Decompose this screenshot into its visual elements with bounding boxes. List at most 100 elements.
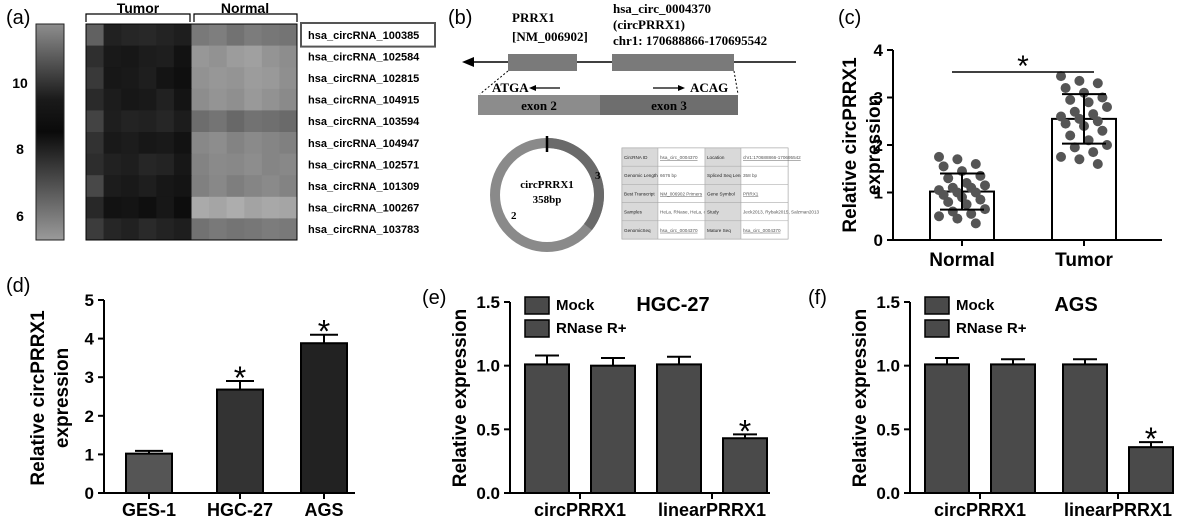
y-axis-label: Relative circPRRX1 expression [840,57,885,233]
circ-location: chr1: 170688866-170695542 [613,33,767,48]
heatmap-cell [226,132,245,155]
x-tick-label: Normal [929,250,994,271]
heatmap-cell [103,45,122,68]
data-point [943,173,954,184]
table-cell-text: Mature Seq [707,228,731,233]
heatmap-cell [209,88,228,111]
heatmap-row-label: hsa_circRNA_102815 [308,73,419,85]
heatmap-cell [244,24,263,47]
heatmap-cell [86,110,105,133]
heatmap-cell [103,132,122,155]
heatmap-cell [86,88,105,111]
heatmap-cell [226,24,245,47]
panel-f-label: (f) [808,287,827,309]
heatmap-cell [156,110,175,133]
heatmap-cell [103,175,122,198]
y-axis-label: Relative expression [850,309,871,487]
heatmap-row-label: hsa_circRNA_100267 [308,203,419,215]
heatmap-cell [138,24,157,47]
significance-star: * [318,314,330,350]
bar [990,363,1036,495]
data-point [1088,147,1099,158]
table-cell-text: PRRX1 [743,191,759,196]
heatmap-cell [261,175,280,198]
heatmap-cell [279,218,298,241]
x-tick-label: circPRRX1 [534,500,626,519]
data-point [970,159,981,169]
x-tick-label: linearPRRX1 [1064,500,1172,519]
x-tick-label: linearPRRX1 [658,500,766,519]
heatmap-cell [209,175,228,198]
panel-b-label: (b) [448,7,472,29]
heatmap-cell [279,196,298,219]
y-tick-label: 0.0 [876,484,900,503]
data-point [1065,130,1076,141]
y-axis-label-line: Relative circPRRX1 [840,57,861,233]
y-tick-label: 1 [85,445,94,464]
heatmap-row-label: hsa_circRNA_103783 [308,224,419,236]
heatmap-cell [103,218,122,241]
y-tick-label: 1.5 [476,293,500,312]
heatmap-cell [103,24,122,47]
heatmap-cell [261,196,280,219]
significance-star: * [739,413,751,449]
y-tick-label: 1.5 [876,293,900,312]
heatmap-cell [138,110,157,133]
heatmap-cell [173,88,192,111]
arrow-right-icon [678,85,685,91]
legend-swatch [524,319,550,338]
normal-group-label: Normal [221,0,269,16]
heatmap-cell [279,132,298,155]
x-tick-label: GES-1 [122,500,176,519]
heatmap-cell [86,218,105,241]
heatmap-cell [191,218,210,241]
arrow-left-icon [462,57,474,67]
y-tick-label: 3 [874,89,883,108]
heatmap-cell [121,45,140,68]
heatmap-cell [226,153,245,176]
table-cell-text: GenomicSeq [624,228,651,233]
circle-mark-2: 2 [511,210,517,222]
heatmap-cell [121,218,140,241]
colorbar-tick: 6 [16,208,24,224]
legend-label: RNase R+ [556,320,627,337]
panel-d-label: (d) [6,275,30,297]
circrna-info-table: CircRNA ID hsa_circ_0004370 Location chr1:1… [621,147,820,240]
heatmap-cell [226,88,245,111]
heatmap-cell [261,153,280,176]
panel-c-label: (c) [838,7,861,29]
heatmap-cell [138,67,157,90]
heatmap-cell [226,218,245,241]
heatmap-cell [121,175,140,198]
heatmap-cell [173,196,192,219]
bar [656,363,702,495]
heatmap-cell [156,218,175,241]
circ-id: hsa_circ_0004370 [613,1,711,16]
panel-f-chart: (f) 0.0 0.5 1.0 1.5 AGS Mock RNase R+ circPRRX1… [808,287,1174,519]
data-point [938,161,949,172]
panel-e-label: (e) [422,287,446,309]
x-tick-label: circPRRX1 [934,500,1026,519]
heatmap-row-label: hsa_circRNA_104947 [308,138,419,150]
heatmap-cell [138,218,157,241]
panel-c-chart: (c) 0 1 2 3 4 Normal Tumor * Relative circPRRX1 e… [838,7,1162,271]
data-point [1092,78,1103,89]
panel-a-label: (a) [6,7,30,29]
heatmap-cell [244,175,263,198]
heatmap-cell [86,153,105,176]
panel-d-chart: (d) 0 1 2 3 4 5 GES-1 * HGC-27 * AGS Relative circP… [6,275,355,519]
heatmap-cell [86,196,105,219]
heatmap-cell [103,110,122,133]
exon-3-bar [600,95,738,115]
data-point [1088,109,1099,120]
colorbar-tick: 10 [12,75,28,91]
heatmap-cell [138,45,157,68]
heatmap-cell [209,218,228,241]
heatmap-cell [138,175,157,198]
heatmap-cell [279,45,298,68]
y-tick-label: 1.0 [476,357,500,376]
data-point [1056,151,1066,162]
heatmap-cell [261,218,280,241]
heatmap-cell [86,45,105,68]
